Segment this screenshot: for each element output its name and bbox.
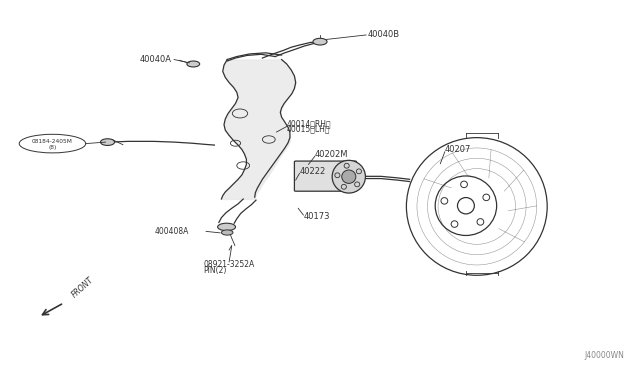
Ellipse shape (187, 61, 200, 67)
FancyBboxPatch shape (294, 161, 356, 191)
Text: 40014〈RH〉: 40014〈RH〉 (287, 119, 332, 128)
Ellipse shape (221, 230, 233, 235)
Text: 40202M: 40202M (315, 150, 348, 159)
Ellipse shape (342, 170, 356, 183)
Text: 400408A: 400408A (155, 227, 189, 236)
Text: (8): (8) (48, 145, 57, 150)
Text: 40222: 40222 (300, 167, 326, 176)
Text: 40040B: 40040B (368, 31, 400, 39)
Text: PIN(2): PIN(2) (204, 266, 227, 275)
Text: 40207: 40207 (445, 145, 471, 154)
Ellipse shape (313, 38, 327, 45)
Text: 40040A: 40040A (140, 55, 172, 64)
Text: FRONT: FRONT (70, 276, 96, 300)
Ellipse shape (218, 223, 236, 231)
Text: 08184-2405M: 08184-2405M (32, 139, 73, 144)
Ellipse shape (100, 139, 115, 145)
Text: 40173: 40173 (303, 212, 330, 221)
Text: 08921-3252A: 08921-3252A (204, 260, 255, 269)
Text: J40000WN: J40000WN (584, 351, 624, 360)
Text: 40015〈LH〉: 40015〈LH〉 (287, 124, 330, 133)
Ellipse shape (332, 160, 365, 193)
